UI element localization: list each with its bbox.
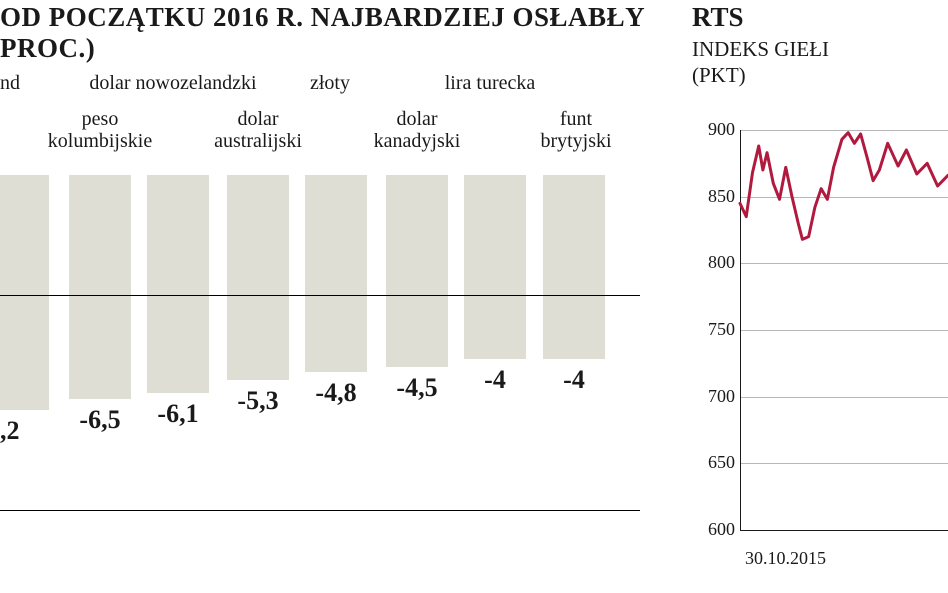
bar bbox=[147, 175, 209, 393]
bar bbox=[227, 175, 289, 380]
bar-value-label: -5,3 bbox=[218, 386, 298, 416]
line-chart-gridline bbox=[740, 463, 948, 464]
bar-chart-title-line2: PROC.) bbox=[0, 33, 95, 64]
line-chart-ytick: 800 bbox=[685, 252, 735, 273]
line-chart-yaxis bbox=[740, 130, 741, 530]
bar-value-label: -4,5 bbox=[377, 373, 457, 403]
line-chart-unit: (PKT) bbox=[692, 63, 746, 88]
bar bbox=[386, 175, 448, 367]
bar-category-upper: nd bbox=[0, 72, 40, 95]
line-chart-ytick: 900 bbox=[685, 119, 735, 140]
bar bbox=[69, 175, 131, 399]
bar-category-upper: lira turecka bbox=[380, 72, 600, 95]
bar bbox=[305, 175, 367, 372]
line-chart-xaxis bbox=[740, 530, 948, 531]
bar-value-label: -4,8 bbox=[296, 378, 376, 408]
line-chart-gridline bbox=[740, 397, 948, 398]
bar-value-label: -6,1 bbox=[138, 399, 218, 429]
bar-category-lower: pesokolumbijskie bbox=[20, 108, 180, 152]
line-chart-ytick: 850 bbox=[685, 186, 735, 207]
bar-chart-frame-bottom bbox=[0, 510, 640, 511]
bar-value-label: -4 bbox=[455, 365, 535, 395]
line-chart-ytick: 600 bbox=[685, 519, 735, 540]
line-chart-gridline bbox=[740, 263, 948, 264]
bar bbox=[464, 175, 526, 359]
line-chart-ytick: 650 bbox=[685, 452, 735, 473]
line-chart-subtitle: INDEKS GIEŁI bbox=[692, 37, 829, 62]
line-chart-ytick: 750 bbox=[685, 319, 735, 340]
bar-value-label: ,2 bbox=[0, 416, 40, 446]
bar-category-lower: dolaraustralijski bbox=[178, 108, 338, 152]
line-chart-title: RTS bbox=[692, 2, 744, 33]
bar-category-lower: funtbrytyjski bbox=[496, 108, 656, 152]
line-chart-gridline bbox=[740, 197, 948, 198]
line-chart-gridline bbox=[740, 130, 948, 131]
bar-value-label: -4 bbox=[534, 365, 614, 395]
bar bbox=[543, 175, 605, 359]
line-chart-xstart-label: 30.10.2015 bbox=[745, 548, 826, 569]
bar-chart-baseline bbox=[0, 295, 640, 296]
bar-chart-title-line1: OD POCZĄTKU 2016 R. NAJBARDZIEJ OSŁABŁY bbox=[0, 2, 645, 33]
line-chart-gridline bbox=[740, 330, 948, 331]
line-chart-ytick: 700 bbox=[685, 386, 735, 407]
bar-value-label: -6,5 bbox=[60, 405, 140, 435]
bar-category-lower: dolarkanadyjski bbox=[337, 108, 497, 152]
bar bbox=[0, 175, 49, 410]
